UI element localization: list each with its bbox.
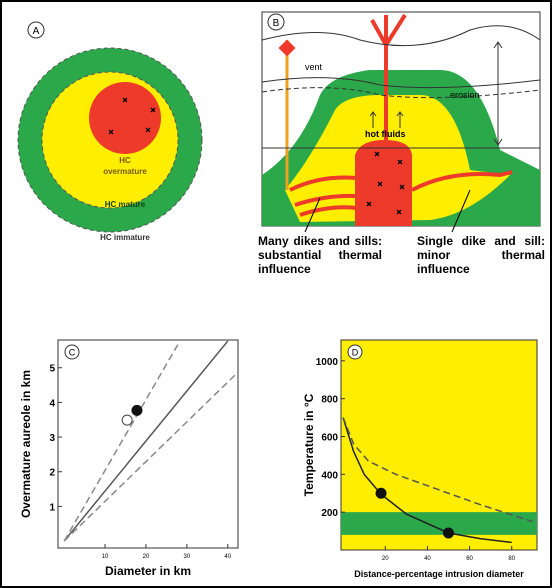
x-axis-label: Distance-percentage intrusion diameter: [354, 569, 524, 579]
band: [341, 512, 537, 535]
data-point: [443, 528, 453, 538]
data-point: [132, 405, 142, 415]
y-tick-label: 200: [321, 508, 338, 519]
caption-left: Many dikes and sills: substantial therma…: [258, 234, 382, 276]
caption-right: Single dike and sill: minor thermal infl…: [417, 234, 545, 276]
y-axis-label: Temperature in °C: [302, 393, 316, 496]
plot-area: [58, 340, 238, 548]
x-tick-label: 80: [508, 556, 515, 562]
immature-label: HC immature: [100, 233, 150, 242]
overmature-label: HC: [119, 156, 131, 165]
panel-letter: B: [273, 18, 280, 29]
x-tick-label: 20: [143, 554, 150, 560]
page: A HC overmature HC mature HC immature B …: [0, 0, 552, 588]
hot-fluids-label: hot fluids: [365, 129, 406, 139]
y-tick-label: 1: [49, 502, 55, 513]
x-tick-label: 30: [184, 554, 191, 560]
vent-label: vent: [305, 62, 323, 72]
y-tick-label: 4: [49, 398, 55, 409]
panel-letter: A: [33, 26, 40, 37]
x-tick-label: 40: [424, 556, 431, 562]
y-tick-label: 600: [321, 432, 338, 443]
y-axis-label: Overmature aureole in km: [19, 370, 33, 518]
y-tick-label: 3: [49, 433, 55, 444]
y-tick-label: 1000: [316, 357, 339, 368]
overmature-label: overmature: [103, 167, 147, 176]
panel-letter: D: [352, 348, 359, 358]
overmature-core: [89, 82, 161, 154]
data-point: [122, 415, 132, 425]
y-tick-label: 2: [49, 468, 55, 479]
y-tick-label: 400: [321, 470, 338, 481]
x-tick-label: 10: [102, 554, 109, 560]
x-axis-label: Diameter in km: [105, 564, 191, 578]
data-point: [376, 488, 386, 498]
y-tick-label: 800: [321, 395, 338, 406]
erosion-label: erosion: [450, 90, 480, 100]
y-tick-label: 5: [49, 364, 55, 375]
x-tick-label: 40: [224, 554, 231, 560]
figure: A HC overmature HC mature HC immature B …: [0, 0, 552, 588]
x-tick-label: 60: [466, 556, 473, 562]
x-tick-label: 20: [382, 556, 389, 562]
intrusion: [355, 140, 412, 226]
panel-letter: C: [69, 348, 76, 358]
mature-label: HC mature: [105, 200, 146, 209]
